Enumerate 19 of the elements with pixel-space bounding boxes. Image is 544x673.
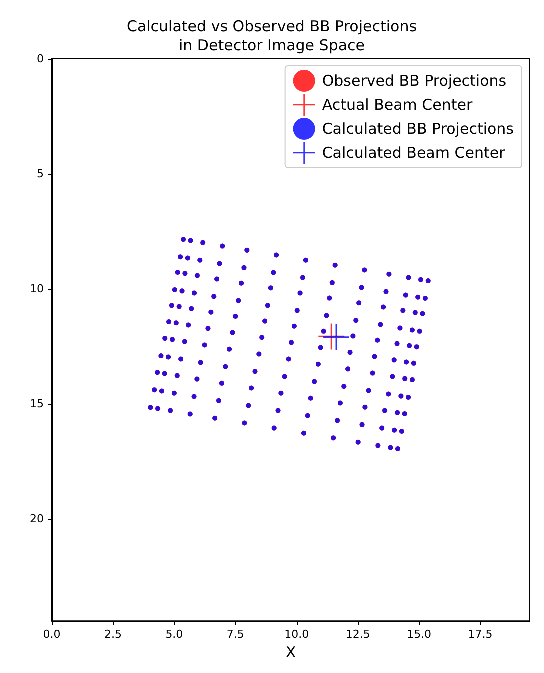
- x-tick-label: 2.5: [104, 628, 122, 642]
- x-tick-label: 12.5: [346, 628, 370, 642]
- y-tick-label: 5: [37, 168, 44, 181]
- x-tick-label: 17.5: [468, 628, 493, 642]
- x-tick-label: 10.0: [284, 628, 310, 642]
- y-tick-label: 0: [37, 52, 44, 66]
- y-tick-label: 15: [30, 398, 44, 411]
- x-tick-label: 5.0: [166, 628, 184, 642]
- chart-title: Calculated vs Observed BB Projections in Detector Image Space: [126, 18, 418, 54]
- legend-label: Calculated Beam Center: [322, 144, 506, 162]
- x-axis-title: X: [286, 644, 296, 662]
- legend-label: Calculated BB Projections: [322, 120, 514, 138]
- x-tick-label: 0.0: [43, 628, 61, 642]
- y-tick-label: 20: [30, 512, 44, 526]
- legend-label: Actual Beam Center: [322, 96, 474, 114]
- x-tick-label: 15.0: [407, 628, 432, 642]
- x-tick-label: 7.5: [226, 628, 244, 642]
- legend-label: Observed BB Projections: [322, 72, 507, 90]
- y-tick-label: 10: [30, 282, 44, 296]
